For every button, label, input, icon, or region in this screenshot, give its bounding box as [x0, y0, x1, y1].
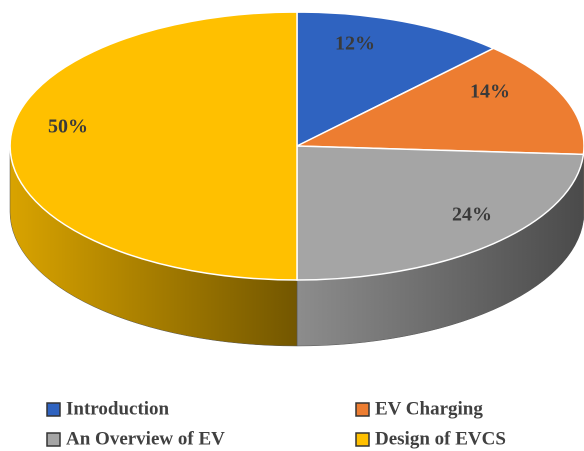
- pie-slice: [296, 11, 496, 148]
- data-label: 12%: [335, 33, 375, 55]
- legend-swatch: [46, 402, 61, 417]
- legend-swatch: [355, 432, 370, 447]
- data-label: 14%: [470, 81, 510, 103]
- legend-label: Introduction: [66, 398, 170, 419]
- pie-slice: [296, 145, 584, 281]
- legend-label: EV Charging: [375, 398, 483, 419]
- data-label: 24%: [452, 204, 492, 226]
- data-label: 50%: [48, 116, 88, 138]
- legend-label: An Overview of EV: [66, 428, 225, 449]
- legend-swatch: [355, 402, 370, 417]
- pie-slice: [9, 11, 298, 281]
- legend-swatch: [46, 432, 61, 447]
- legend-label: Design of EVCS: [375, 428, 506, 449]
